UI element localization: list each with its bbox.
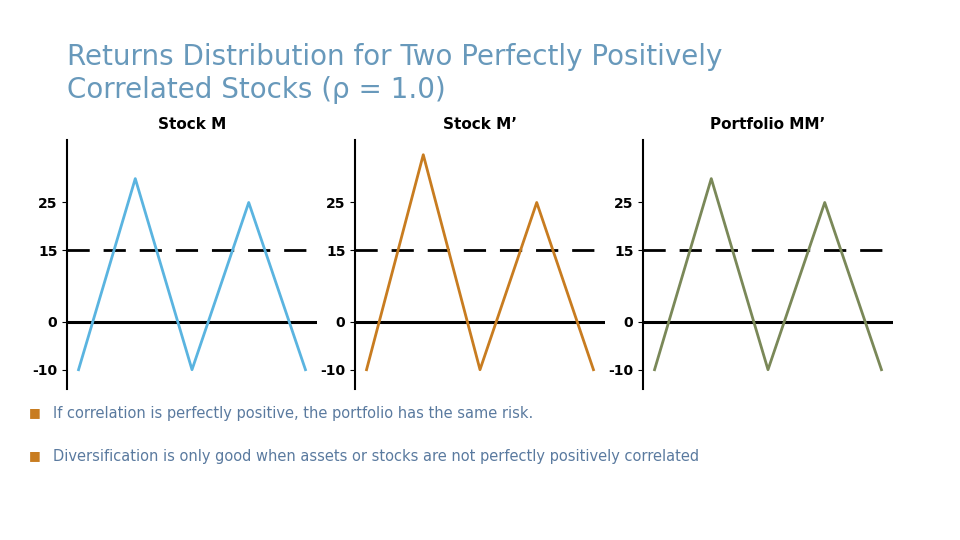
Text: ■: ■ [29, 406, 40, 419]
Title: Stock M: Stock M [157, 117, 227, 132]
Text: Kuwait University - College of Business Administration: Kuwait University - College of Business … [320, 507, 640, 519]
Text: 31: 31 [917, 507, 931, 519]
Text: Diversification is only good when assets or stocks are not perfectly positively : Diversification is only good when assets… [53, 449, 699, 464]
Text: Dr. Mohammad Alkhamis: Dr. Mohammad Alkhamis [19, 507, 167, 519]
Title: Stock M’: Stock M’ [443, 117, 517, 132]
Text: Returns Distribution for Two Perfectly Positively
Correlated Stocks (ρ = 1.0): Returns Distribution for Two Perfectly P… [67, 44, 723, 104]
Title: Portfolio MM’: Portfolio MM’ [710, 117, 826, 132]
Text: ■: ■ [29, 449, 40, 462]
Text: If correlation is perfectly positive, the portfolio has the same risk.: If correlation is perfectly positive, th… [53, 406, 533, 421]
